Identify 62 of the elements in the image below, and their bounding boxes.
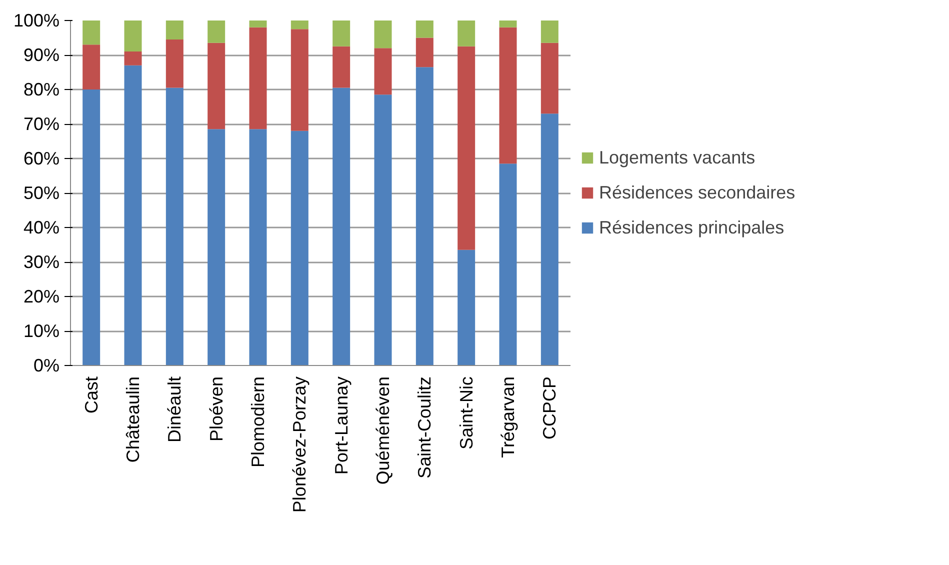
y-tick-label: 80% [23,80,60,100]
x-tick-label: Ploéven [206,376,226,442]
bar [249,20,267,28]
x-tick-label: Saint-Nic [456,376,476,450]
x-tick-label: Dinéault [164,376,185,443]
bar [416,67,434,366]
bar [124,20,142,52]
bar [499,164,517,366]
bar [208,42,226,130]
bar [499,27,517,164]
bar [124,65,142,366]
x-tick-label: Plomodiern [248,376,268,468]
bar [416,38,434,68]
x-tick-label: Plonévez-Porzay [290,376,310,513]
y-tick-label: 40% [23,218,60,238]
bar [332,20,350,46]
legend-label: Résidences secondaires [599,182,796,203]
y-tick-label: 10% [23,321,60,341]
y-tick-label: 60% [23,148,60,168]
bar [124,52,142,66]
y-tick-label: 20% [23,286,60,306]
x-tick-label: CCPCP [540,376,560,440]
x-tick-label: Châteaulin [123,376,143,463]
bar [374,20,392,48]
legend-label: Résidences principales [599,217,784,238]
bar [208,20,226,43]
bar [374,94,392,366]
x-tick-label: Port-Launay [331,376,352,475]
y-tick-label: 70% [23,114,60,134]
bar [458,46,476,250]
bar [499,20,517,28]
bar [82,44,100,90]
y-tick-label: 90% [23,45,60,65]
x-tick-label: Trégarvan [498,376,518,458]
bar [332,46,350,88]
bar [374,48,392,95]
bar [249,27,267,130]
bar [249,129,267,366]
bar [290,20,308,30]
bar [540,114,558,366]
bar [458,250,476,366]
y-tick-label: 100% [13,10,60,30]
y-tick-label: 30% [23,252,60,272]
bar [82,20,100,45]
y-tick-label: 50% [23,183,60,203]
x-tick-label: Saint-Coulitz [414,376,435,479]
y-tick-label: 0% [33,356,60,376]
bar [458,20,476,46]
bar [290,29,308,131]
bar [166,39,184,88]
bar [82,90,100,366]
x-tick-label: Cast [81,376,102,414]
bar [290,130,308,366]
bar [540,20,558,43]
x-tick-label: Quéménéven [373,376,393,485]
bar [166,88,184,366]
bar [540,42,558,114]
bar [416,20,434,38]
bar [208,129,226,366]
bar [166,20,184,40]
bar [332,88,350,366]
legend-label: Logements vacants [599,147,756,168]
